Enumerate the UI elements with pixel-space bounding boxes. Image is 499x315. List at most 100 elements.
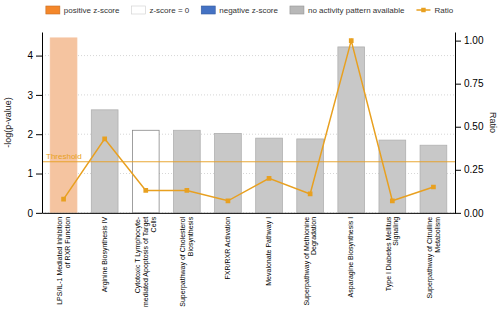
tick-mark (36, 95, 42, 96)
tick: 0.50 (455, 121, 484, 132)
axis-line (43, 213, 456, 214)
tick-label: 3 (27, 90, 33, 101)
legend-item: positive z-score (46, 6, 120, 15)
tick-label: Superpathway of MethionineDegradation (303, 217, 319, 306)
tick-label: 0.75 (464, 78, 484, 89)
y2-axis: 0.00 0.25 0.50 0.75 1.00 (455, 33, 484, 219)
legend-marker (421, 8, 425, 12)
legend-label: Ratio (434, 6, 453, 15)
tick: FXR/RXR Activation (224, 213, 231, 280)
tick-label: Asparagine Biosynthesis I (347, 217, 355, 298)
axis-line (455, 33, 456, 214)
grid-line (42, 55, 455, 56)
marker (267, 176, 272, 181)
marker (390, 198, 395, 203)
tick: 1 (27, 168, 42, 179)
tick-mark (36, 56, 42, 57)
marker (226, 198, 231, 203)
tick-mark (36, 134, 42, 135)
tick: 2 (27, 129, 42, 140)
tick-label: Cytotoxic T Lymphocyte-mediated Apoptosi… (134, 216, 156, 307)
tick-label: 0.00 (464, 208, 484, 219)
tick: 0.75 (455, 78, 484, 89)
bar (215, 133, 242, 212)
tick: Mevalonate Pathway I (265, 213, 273, 286)
tick-mark (455, 170, 461, 171)
legend-label: negative z-score (219, 6, 278, 15)
tick: Type I Diabetes MellitusSignaling (385, 213, 401, 291)
tick: Superpathway of CholesterolBiosynthesis (179, 213, 195, 307)
tick: Arginine Biosynthesis IV (101, 213, 109, 292)
tick-label: Arginine Biosynthesis IV (101, 217, 109, 293)
tick: 0.00 (455, 208, 484, 219)
legend-swatch (290, 6, 304, 14)
tick-label: 4 (27, 50, 33, 61)
legend-swatch (201, 6, 215, 14)
marker (61, 197, 66, 202)
tick-label: Superpathway of CitrullineMetabolism (426, 217, 441, 299)
tick-label: 2 (27, 129, 33, 140)
legend-item: z-score = 0 (131, 6, 189, 15)
marker (349, 38, 354, 43)
chart: positive z-score z-score = 0 negative z-sc… (0, 0, 499, 315)
marker (143, 188, 148, 193)
marker (431, 185, 436, 190)
tick: LPS/IL-1 Mediated Inhibitionof RXR Funct… (56, 213, 71, 305)
y-axis: 0 1 2 3 4 (27, 33, 42, 219)
bar (379, 140, 406, 213)
tick-label: Mevalonate Pathway I (265, 217, 273, 286)
tick: 4 (27, 50, 42, 61)
tick: Superpathway of MethionineDegradation (303, 213, 319, 306)
legend-item: no activity pattern available (290, 6, 405, 15)
tick-mark (455, 127, 461, 128)
tick: 1.00 (455, 35, 484, 46)
legend-swatch (131, 6, 145, 14)
tick-label: Type I Diabetes MellitusSignaling (385, 216, 401, 291)
tick: 0 (27, 208, 42, 219)
tick-label: Superpathway of CholesterolBiosynthesis (179, 216, 195, 306)
bar (132, 130, 159, 213)
bar (174, 130, 201, 213)
marker (308, 192, 313, 197)
bar (297, 139, 324, 213)
legend-swatch (46, 6, 60, 14)
tick: Asparagine Biosynthesis I (347, 213, 355, 298)
bar (338, 47, 365, 213)
tick-mark (36, 174, 42, 175)
marker (102, 136, 107, 141)
tick-mark (455, 41, 461, 42)
bars (50, 38, 447, 213)
tick-mark (455, 84, 461, 85)
tick-label: 0.25 (464, 164, 484, 175)
bar (420, 145, 447, 213)
tick-mark (36, 213, 42, 214)
tick: 0.25 (455, 164, 484, 175)
legend-item: Ratio (416, 6, 453, 15)
tick: 3 (27, 90, 42, 101)
legend-item: negative z-score (201, 6, 278, 15)
legend: positive z-score z-score = 0 negative z-sc… (46, 6, 454, 15)
threshold-line (42, 161, 455, 162)
tick: Cytotoxic T Lymphocyte-mediated Apoptosi… (134, 213, 156, 307)
y2-axis-title: Ratio (488, 112, 498, 133)
tick-label: 1.00 (464, 35, 484, 46)
tick-label: 1 (27, 168, 33, 179)
legend-label: z-score = 0 (149, 6, 189, 15)
threshold-label: Threshold (46, 152, 82, 161)
tick-label: LPS/IL-1 Mediated Inhibitionof RXR Funct… (56, 217, 71, 305)
tick: Superpathway of CitrullineMetabolism (426, 213, 441, 299)
marker (185, 188, 190, 193)
axis-line (42, 33, 43, 214)
ratio-line (64, 41, 434, 201)
grid-line (42, 94, 455, 95)
tick-mark (455, 213, 461, 214)
plot-area (42, 38, 455, 213)
legend-label: positive z-score (64, 6, 120, 15)
tick-label: FXR/RXR Activation (224, 217, 231, 280)
bar (256, 138, 283, 213)
y-axis-title: -log(p-value) (3, 97, 13, 148)
legend-label: no activity pattern available (308, 6, 405, 15)
x-axis: LPS/IL-1 Mediated Inhibitionof RXR Funct… (43, 213, 456, 307)
tick-label: 0.50 (464, 121, 484, 132)
tick-label: 0 (27, 208, 33, 219)
